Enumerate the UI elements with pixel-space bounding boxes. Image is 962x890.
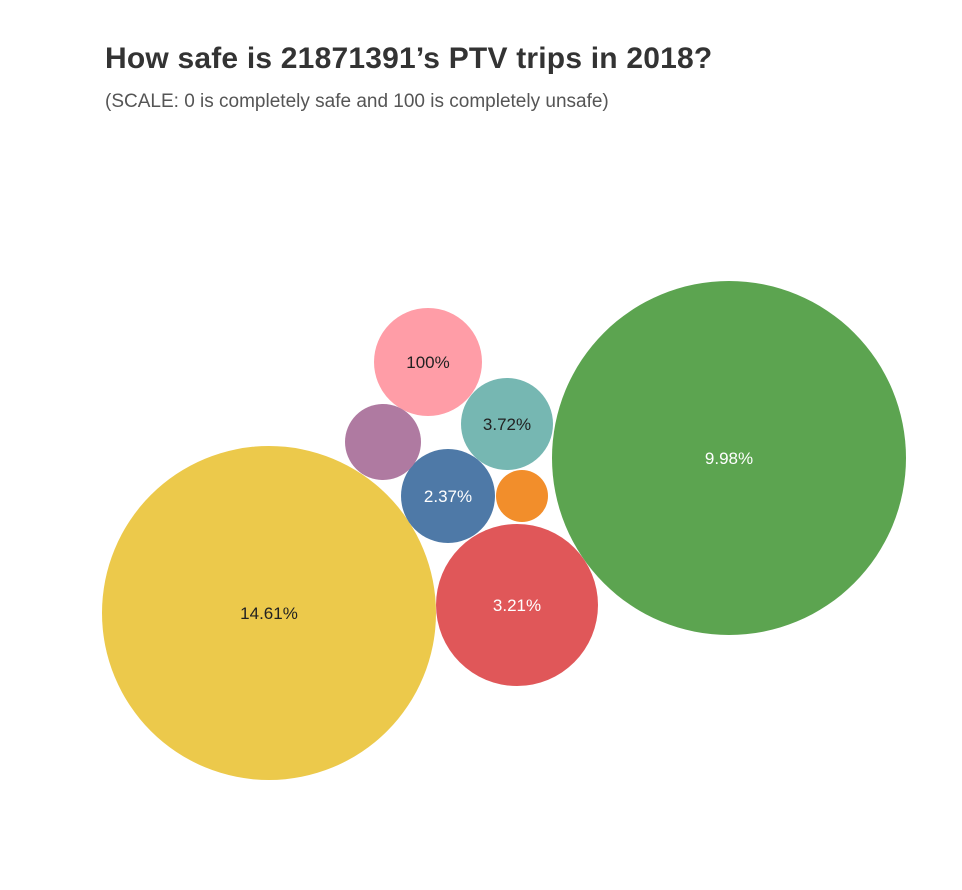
bubble-label-100-pct: 100% [406, 353, 449, 372]
bubble-14-61-pct[interactable] [102, 446, 436, 780]
bubble-2-37-pct[interactable] [401, 449, 495, 543]
bubble-label-3-21-pct: 3.21% [493, 596, 541, 615]
chart-title: How safe is 21871391’s PTV trips in 2018… [105, 42, 713, 75]
bubble-3-21-pct[interactable] [436, 524, 598, 686]
bubble-label-14-61-pct: 14.61% [240, 604, 298, 623]
bubble-unlabeled-7[interactable] [496, 470, 548, 522]
bubble-100-pct[interactable] [374, 308, 482, 416]
bubble-label-2-37-pct: 2.37% [424, 487, 472, 506]
bubble-9-98-pct[interactable] [552, 281, 906, 635]
bubble-label-3-72-pct: 3.72% [483, 415, 531, 434]
bubble-3-72-pct[interactable] [461, 378, 553, 470]
chart-subtitle: (SCALE: 0 is completely safe and 100 is … [105, 91, 609, 112]
bubble-label-9-98-pct: 9.98% [705, 449, 753, 468]
bubble-unlabeled-6[interactable] [345, 404, 421, 480]
